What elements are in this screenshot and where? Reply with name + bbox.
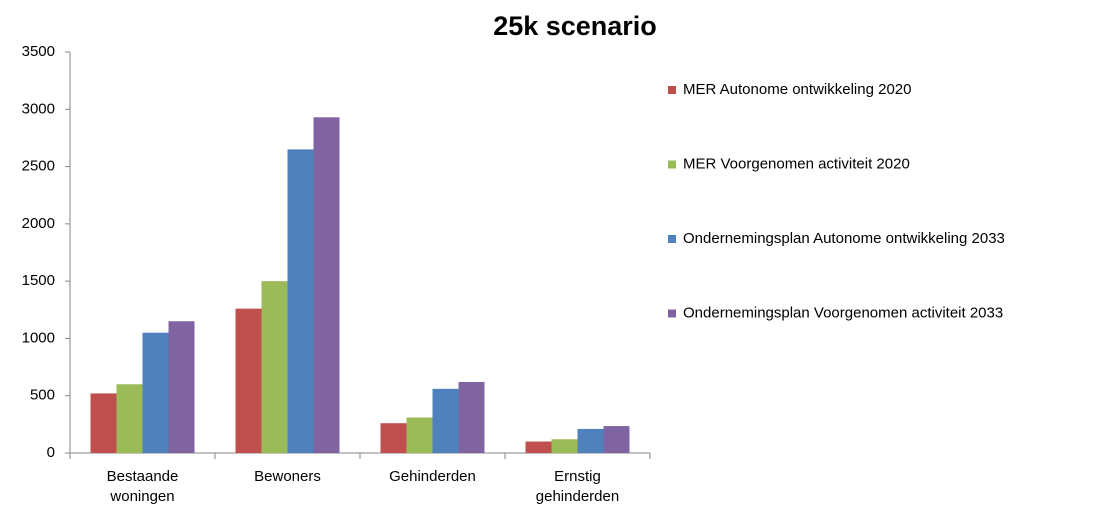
bar	[116, 384, 143, 453]
y-tick-label: 3500	[22, 43, 55, 60]
legend-label: MER Voorgenomen activiteit 2020	[683, 155, 910, 172]
x-tick-label: Gehinderden	[389, 468, 476, 485]
chart-title: 25k scenario	[493, 11, 657, 41]
legend-label: MER Autonome ontwikkeling 2020	[683, 81, 911, 98]
y-tick-label: 2000	[22, 215, 55, 232]
bar	[235, 308, 262, 453]
y-tick-label: 0	[47, 444, 55, 461]
legend-swatch	[668, 309, 676, 318]
legend-swatch	[668, 235, 676, 243]
y-tick-label: 3000	[22, 100, 55, 117]
x-tick-label: Bewoners	[254, 468, 321, 485]
legend-swatch	[668, 160, 676, 169]
bar	[603, 426, 630, 453]
bar	[406, 417, 433, 453]
bar	[458, 381, 485, 453]
bar	[577, 428, 604, 453]
y-tick-label: 2500	[22, 158, 55, 175]
bar	[90, 393, 117, 453]
legend-label: Ondernemingsplan Autonome ontwikkeling 2…	[683, 230, 1005, 247]
bar	[525, 441, 552, 453]
bar	[287, 149, 314, 453]
y-tick-label: 1500	[22, 272, 55, 289]
x-tick-label: Ernstig gehinderden	[535, 468, 620, 505]
legend-label: Ondernemingsplan Voorgenomen activiteit …	[683, 304, 1003, 321]
y-tick-label: 1000	[22, 329, 55, 346]
bar	[142, 332, 169, 453]
bar	[380, 423, 407, 453]
bar	[551, 439, 578, 453]
bar	[313, 117, 340, 453]
bar	[261, 281, 288, 453]
bar	[168, 321, 195, 453]
legend-swatch	[668, 86, 676, 94]
y-tick-label: 500	[30, 387, 55, 404]
bar	[432, 388, 459, 453]
x-tick-label: Bestaande woningen	[106, 468, 179, 505]
